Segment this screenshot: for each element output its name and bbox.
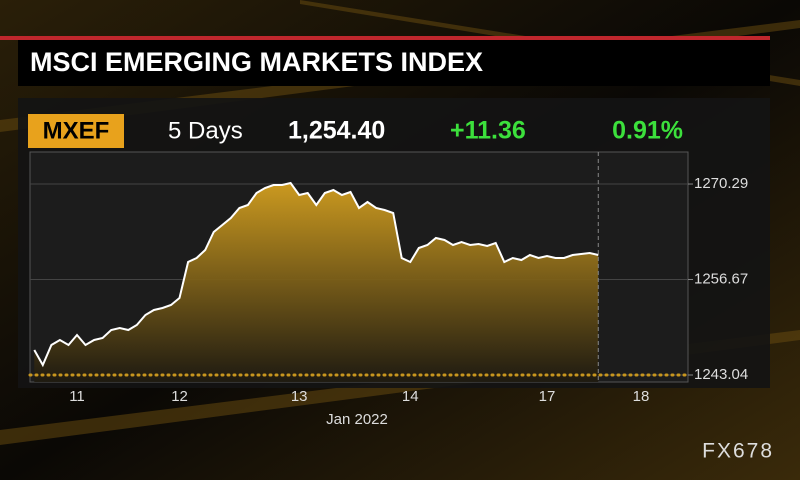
- y-tick-label: 1243.04: [694, 366, 748, 383]
- x-tick-label: 14: [402, 388, 419, 405]
- ticker-box: [28, 114, 124, 148]
- last-price: 1,254.40: [288, 117, 385, 145]
- plot: 1243.04 1256.67 1270.29 11 12 13 14 17 18: [28, 152, 748, 405]
- line: [33, 181, 599, 368]
- x-tick-label: 18: [633, 388, 650, 405]
- ticker: MXEF: [43, 117, 110, 144]
- change: +11.36: [450, 117, 526, 145]
- x-axis-label: Jan 2022: [326, 411, 388, 428]
- area: [34, 183, 599, 382]
- x-tick-label: 11: [69, 388, 85, 405]
- y-tick-label: 1270.29: [694, 175, 748, 192]
- x-tick-label: 17: [539, 388, 556, 405]
- x-tick-label: 13: [291, 388, 308, 405]
- chart-title: MSCI EMERGING MARKETS INDEX: [30, 47, 483, 77]
- title-bar: [18, 40, 770, 86]
- x-tick-label: 12: [171, 388, 188, 405]
- watermark: FX678: [702, 440, 774, 463]
- y-tick-label: 1256.67: [694, 270, 748, 287]
- period: 5 Days: [168, 117, 243, 144]
- accent-bar: [0, 36, 770, 40]
- change-pct: 0.91%: [612, 117, 683, 145]
